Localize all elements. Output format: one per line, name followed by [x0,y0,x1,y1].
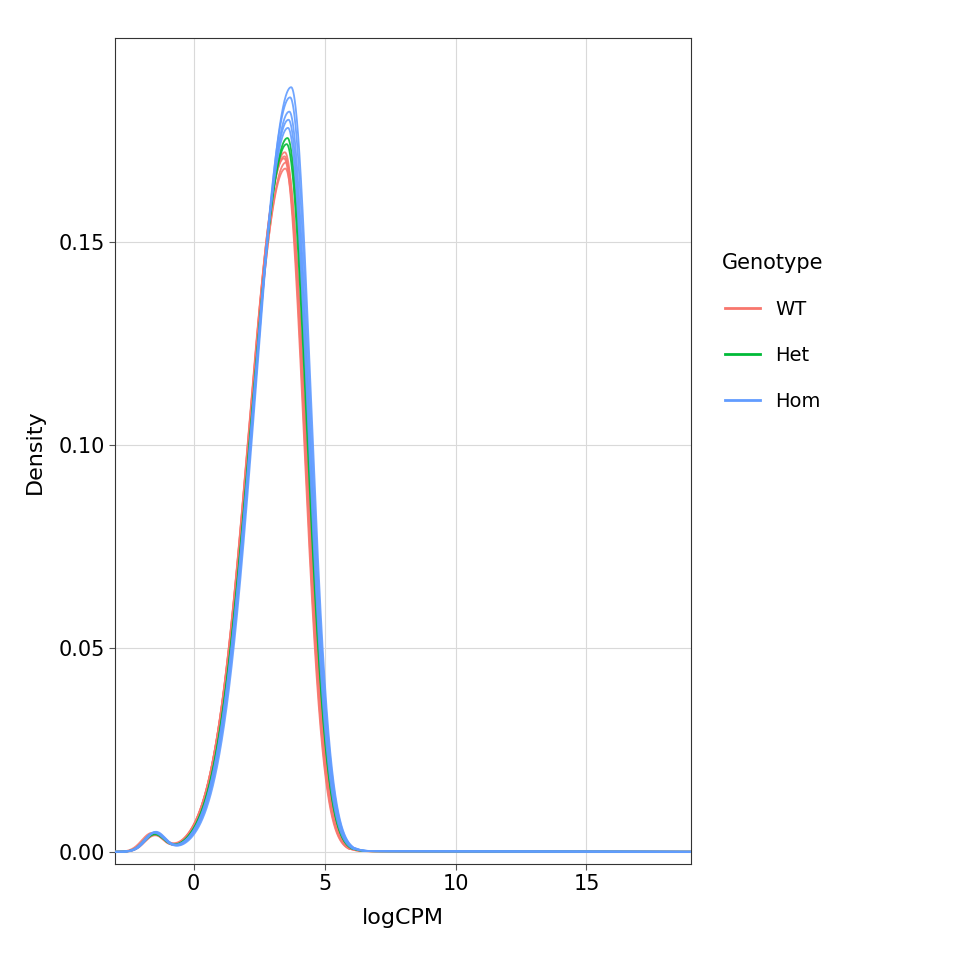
Y-axis label: Density: Density [25,409,44,493]
Legend: WT, Het, Hom: WT, Het, Hom [714,245,831,419]
X-axis label: logCPM: logCPM [362,908,444,928]
